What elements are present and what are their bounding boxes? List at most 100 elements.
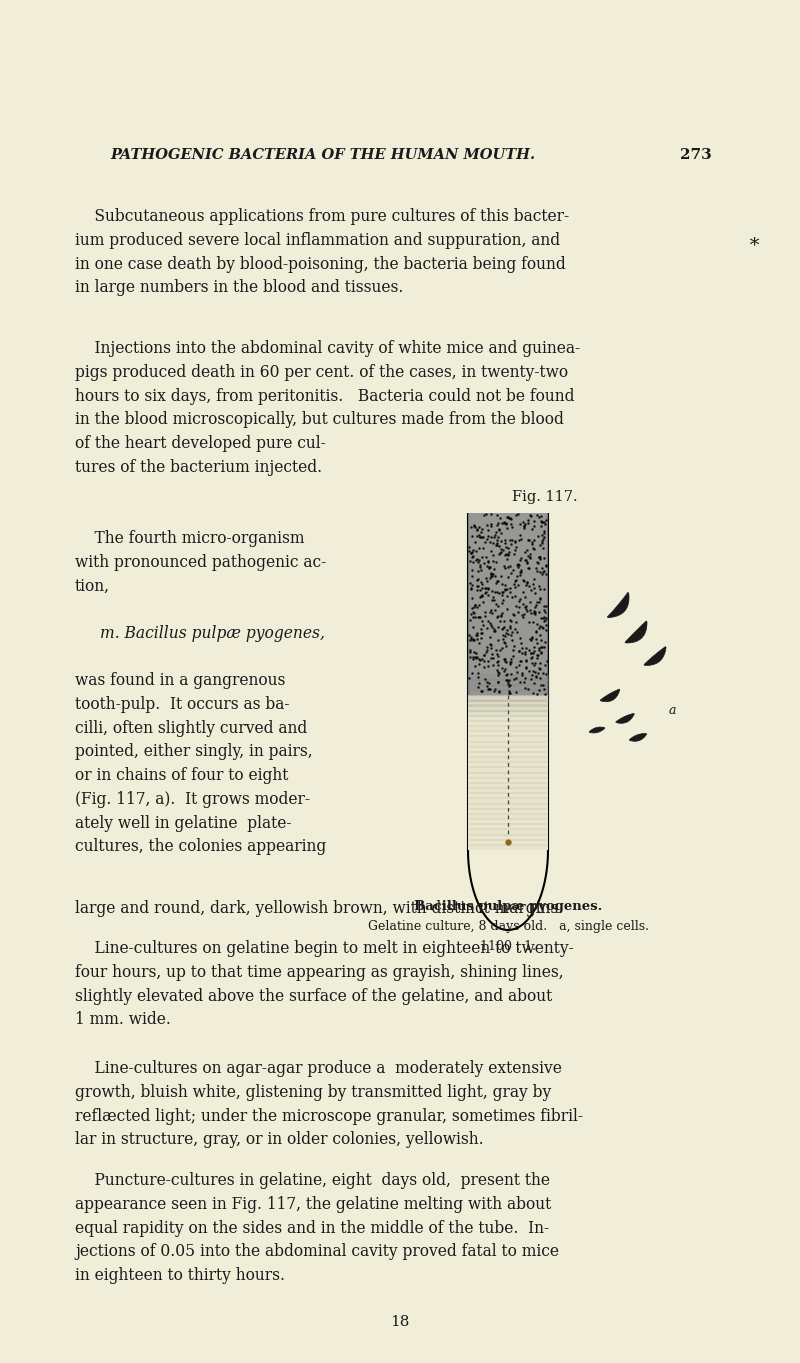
Point: [534, 624, 546, 646]
Point: [534, 652, 546, 673]
Point: [515, 637, 528, 658]
Text: The fourth micro-organism
with pronounced pathogenic ac-
tion,: The fourth micro-organism with pronounce…: [75, 530, 326, 594]
Point: [525, 668, 538, 690]
Point: [522, 679, 534, 701]
Point: [537, 662, 550, 684]
Point: [536, 537, 549, 559]
Point: [526, 572, 539, 594]
Point: [514, 525, 526, 547]
Point: [532, 679, 545, 701]
Point: [540, 596, 553, 617]
Point: [492, 526, 505, 548]
Point: [501, 506, 514, 527]
Point: [500, 598, 513, 620]
Point: [537, 526, 550, 548]
Point: [533, 590, 546, 612]
Point: [485, 503, 498, 525]
Point: [525, 602, 538, 624]
Point: [496, 574, 509, 596]
Point: [539, 555, 552, 577]
Point: [513, 596, 526, 617]
Point: [511, 564, 524, 586]
Point: [493, 582, 506, 604]
Point: [494, 538, 507, 560]
Point: [495, 605, 508, 627]
Point: [503, 609, 516, 631]
Point: [518, 677, 531, 699]
Point: [466, 540, 479, 562]
Point: [484, 563, 497, 585]
Point: [522, 611, 535, 632]
Point: [492, 518, 505, 540]
Point: [505, 611, 518, 632]
Point: [520, 600, 533, 622]
Point: [473, 672, 486, 694]
Point: [466, 559, 478, 581]
Point: [514, 632, 527, 654]
Point: [507, 668, 520, 690]
Point: [530, 665, 542, 687]
Point: [463, 572, 476, 594]
Point: [534, 587, 546, 609]
Point: [518, 586, 531, 608]
Point: [481, 672, 494, 694]
Point: [532, 639, 545, 661]
Point: [470, 628, 483, 650]
Point: [482, 556, 495, 578]
Point: [487, 647, 500, 669]
Point: [531, 645, 544, 667]
Point: [475, 622, 488, 643]
Point: [539, 654, 552, 676]
Point: [536, 616, 549, 638]
Point: [513, 530, 526, 552]
Point: [534, 548, 546, 570]
Point: [530, 557, 542, 579]
Point: [535, 515, 548, 537]
Point: [478, 552, 490, 574]
Point: [474, 586, 486, 608]
Point: [484, 615, 497, 637]
Point: [519, 657, 532, 679]
Polygon shape: [630, 733, 646, 741]
Point: [513, 590, 526, 612]
Point: [478, 668, 491, 690]
Point: [499, 514, 512, 536]
Point: [500, 512, 513, 534]
Point: [473, 607, 486, 628]
Polygon shape: [625, 622, 647, 643]
Point: [534, 510, 547, 532]
Point: [537, 527, 550, 549]
Point: [534, 587, 546, 609]
Point: [478, 643, 490, 665]
Point: [497, 624, 510, 646]
Point: [537, 548, 550, 570]
Text: PATHOGENIC BACTERIA OF THE HUMAN MOUTH.: PATHOGENIC BACTERIA OF THE HUMAN MOUTH.: [110, 149, 535, 162]
Point: [520, 656, 533, 677]
Point: [525, 533, 538, 555]
Point: [498, 632, 511, 654]
Point: [470, 541, 482, 563]
Point: [528, 578, 541, 600]
Point: [484, 601, 497, 623]
Point: [482, 549, 494, 571]
Point: [498, 616, 510, 638]
Point: [473, 649, 486, 671]
Point: [479, 605, 492, 627]
Point: [530, 504, 543, 526]
Point: [510, 555, 523, 577]
Point: [540, 615, 553, 637]
Point: [503, 529, 516, 551]
Point: [468, 594, 481, 616]
Point: [488, 525, 501, 547]
Point: [530, 594, 542, 616]
Point: [499, 650, 512, 672]
Point: [489, 620, 502, 642]
Point: [531, 613, 544, 635]
Point: [533, 657, 546, 679]
Point: [472, 662, 485, 684]
Point: [495, 581, 508, 602]
Point: [468, 656, 481, 677]
Point: [511, 553, 524, 575]
Point: [509, 585, 522, 607]
Point: [534, 615, 546, 637]
